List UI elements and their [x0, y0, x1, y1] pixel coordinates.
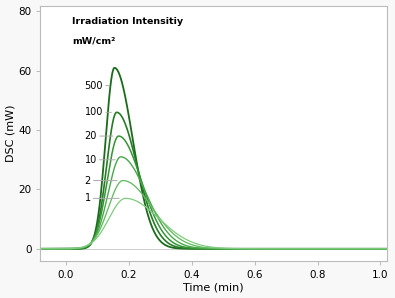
Text: 500: 500 [85, 81, 109, 91]
Text: 1: 1 [85, 193, 119, 203]
Text: Irradiation Intensitiy: Irradiation Intensitiy [72, 17, 183, 27]
Text: 100: 100 [85, 107, 111, 117]
Text: 2: 2 [85, 176, 117, 186]
Text: 20: 20 [85, 131, 113, 141]
X-axis label: Time (min): Time (min) [183, 283, 244, 292]
Text: 10: 10 [85, 155, 115, 165]
Text: mW/cm²: mW/cm² [72, 37, 115, 46]
Y-axis label: DSC (mW): DSC (mW) [6, 104, 15, 162]
